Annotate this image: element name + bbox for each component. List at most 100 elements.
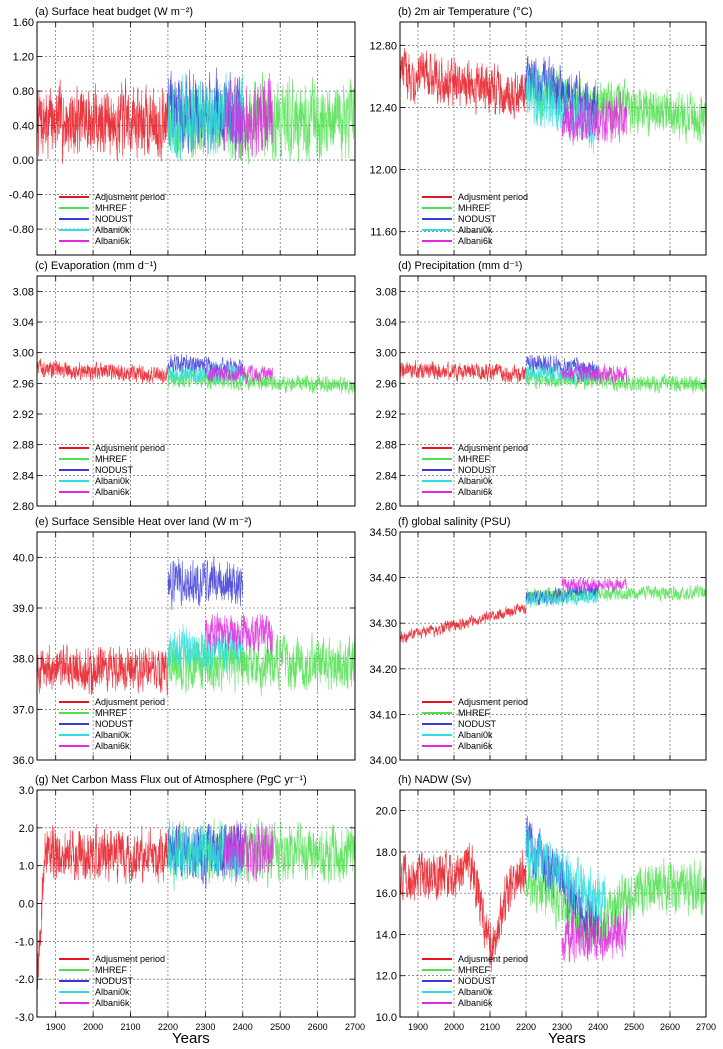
legend-label: Albani0k [458, 730, 493, 740]
legend-label: NODUST [458, 465, 497, 475]
y-tick-label: 3.00 [13, 348, 34, 360]
y-tick-label: 1.20 [13, 52, 34, 64]
series-line [525, 588, 599, 608]
legend-label: Adjusment period [458, 443, 528, 453]
panel-3: (c) Evaporation (mm d⁻¹) 2.80 2.84 2.88 2.92… [13, 260, 356, 513]
x-tick-label: 2000 [83, 1022, 103, 1032]
series-line [525, 369, 707, 394]
legend-label: Adjusment period [95, 697, 165, 707]
series-line [205, 612, 273, 656]
y-tick-label: 40.0 [13, 552, 34, 564]
x-tick-label: 2200 [158, 1022, 178, 1032]
legend-label: NODUST [458, 214, 497, 224]
y-tick-label: 2.84 [13, 470, 34, 482]
y-tick-label: 12.80 [369, 40, 397, 52]
plot-frame [36, 789, 356, 1018]
legend-label: MHREF [458, 454, 490, 464]
series-line [36, 78, 169, 164]
x-tick-label: 2200 [516, 1022, 536, 1032]
series-line [167, 364, 244, 386]
y-tick-label: 18.0 [376, 847, 397, 859]
y-tick-label: 2.92 [376, 409, 397, 421]
y-tick-label: 2.96 [376, 378, 397, 390]
y-tick-label: 2.84 [376, 470, 397, 482]
series-line [561, 576, 628, 594]
y-tick-label: 16.0 [376, 888, 397, 900]
legend-label: MHREF [458, 203, 490, 213]
panel-title: (h) NADW (Sv) [398, 774, 471, 786]
series-line [205, 363, 273, 385]
y-tick-label: 39.0 [13, 603, 34, 615]
legend-label: Albani6k [458, 236, 493, 246]
legend-label: Albani6k [458, 998, 493, 1008]
series-line [399, 47, 527, 120]
y-tick-label: 12.0 [376, 971, 397, 983]
x-tick-label: 2300 [195, 1022, 215, 1032]
series-line [167, 353, 244, 381]
plot-frame [399, 789, 707, 1018]
plot-frame [36, 21, 356, 256]
legend-label: NODUST [458, 719, 497, 729]
y-tick-label: 1.0 [19, 861, 34, 873]
series-line [223, 820, 273, 883]
series-line [399, 842, 527, 972]
x-tick-label: 2000 [444, 1022, 464, 1032]
series-line [561, 363, 628, 384]
legend-label: NODUST [95, 976, 134, 986]
legend-label: Albani0k [458, 987, 493, 997]
legend-label: NODUST [95, 465, 134, 475]
x-tick-label: 1900 [46, 1022, 66, 1032]
y-tick-label: 2.80 [13, 501, 34, 513]
legend-label: MHREF [95, 965, 127, 975]
x-tick-label: 2700 [696, 1022, 716, 1032]
x-axis-caption-left: Years [172, 1030, 210, 1047]
y-tick-label: 12.40 [369, 102, 397, 114]
legend-label: Albani0k [95, 225, 130, 235]
x-tick-label: 2500 [624, 1022, 644, 1032]
legend-label: Albani0k [95, 476, 130, 486]
legend-label: Albani6k [458, 741, 493, 751]
y-tick-label: 3.00 [376, 348, 397, 360]
y-tick-label: 37.0 [13, 704, 34, 716]
legend-label: Albani6k [458, 487, 493, 497]
panel-6: (f) global salinity (PSU) 34.00 34.10 34.20… [369, 516, 707, 767]
y-tick-label: 2.96 [13, 378, 34, 390]
y-tick-label: 14.0 [376, 929, 397, 941]
x-tick-label: 2300 [552, 1022, 572, 1032]
y-tick-label: -1.0 [15, 936, 34, 948]
y-tick-label: 2.0 [19, 823, 34, 835]
legend-label: MHREF [458, 708, 490, 718]
series-line [561, 905, 628, 963]
y-tick-label: -2.0 [15, 974, 34, 986]
panel-7: (g) Net Carbon Mass Flux out of Atmosphe… [15, 774, 365, 1032]
y-tick-label: 2.92 [13, 409, 34, 421]
x-tick-label: 2400 [588, 1022, 608, 1032]
series-line [36, 823, 169, 1000]
legend-label: NODUST [95, 214, 134, 224]
panel-title: (a) Surface heat budget (W m⁻²) [35, 6, 193, 18]
y-tick-label: 0.40 [13, 121, 34, 133]
y-tick-label: 0.00 [13, 155, 34, 167]
legend-label: Albani0k [95, 730, 130, 740]
legend-label: Albani0k [95, 987, 130, 997]
legend-label: MHREF [95, 708, 127, 718]
legend-label: Adjusment period [95, 443, 165, 453]
legend-label: Albani0k [458, 476, 493, 486]
x-tick-label: 2400 [233, 1022, 253, 1032]
y-tick-label: 3.04 [13, 317, 34, 329]
x-tick-label: 2500 [270, 1022, 290, 1032]
series-line [223, 73, 273, 159]
series-line [36, 644, 169, 696]
plot-frame [399, 531, 707, 761]
y-tick-label: 3.08 [376, 286, 397, 298]
legend-label: Adjusment period [95, 192, 165, 202]
legend-label: Adjusment period [458, 697, 528, 707]
y-tick-label: 34.00 [369, 755, 397, 767]
panel-2: (b) 2m air Temperature (°C) 11.60 12.00 12.… [369, 6, 707, 256]
y-tick-label: 36.0 [13, 755, 34, 767]
panel-title: (c) Evaporation (mm d⁻¹) [35, 260, 157, 272]
legend-label: NODUST [458, 976, 497, 986]
y-tick-label: 34.20 [369, 664, 397, 676]
series-line [167, 72, 244, 162]
